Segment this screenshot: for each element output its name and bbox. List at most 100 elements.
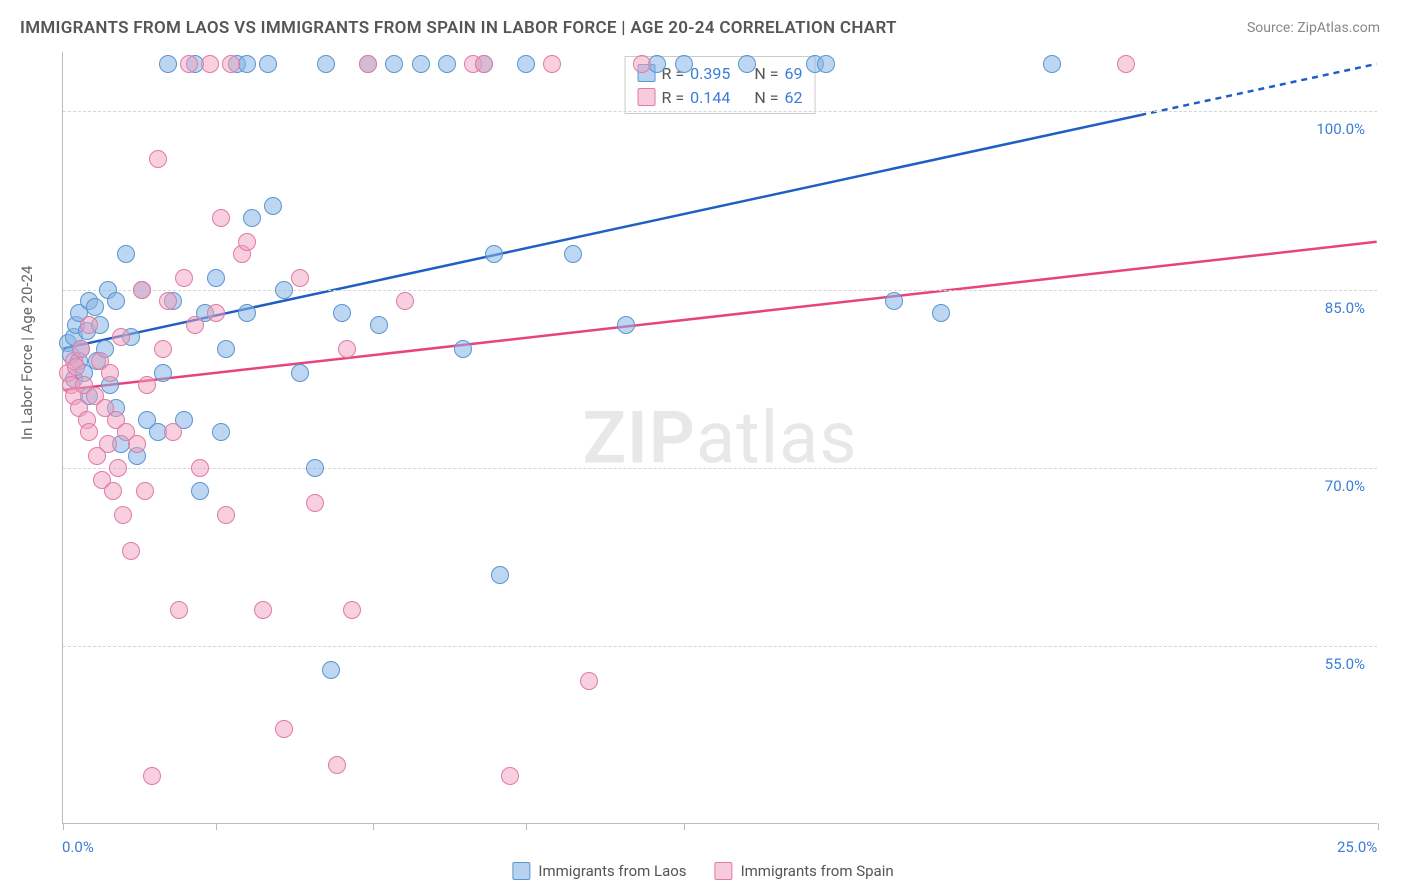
data-point-spain	[122, 542, 140, 560]
data-point-laos	[648, 55, 666, 73]
data-point-laos	[738, 55, 756, 73]
data-point-laos	[817, 55, 835, 73]
data-point-spain	[201, 55, 219, 73]
data-point-spain	[633, 55, 651, 73]
data-point-laos	[385, 55, 403, 73]
data-point-laos	[412, 55, 430, 73]
data-point-spain	[1117, 55, 1135, 73]
data-point-spain	[143, 767, 161, 785]
data-point-laos	[86, 298, 104, 316]
data-point-laos	[322, 661, 340, 679]
data-point-spain	[67, 358, 85, 376]
data-point-laos	[675, 55, 693, 73]
y-tick-label: 100.0%	[1316, 120, 1365, 138]
data-point-laos	[238, 304, 256, 322]
legend-n-label: N =	[754, 88, 778, 107]
data-point-spain	[72, 340, 90, 358]
x-tick	[373, 823, 374, 830]
data-point-laos	[454, 340, 472, 358]
legend-row-spain: R = 0.144 N = 62	[638, 85, 803, 109]
data-point-laos	[159, 55, 177, 73]
data-point-laos	[207, 269, 225, 287]
x-tick	[63, 823, 64, 830]
data-point-spain	[101, 364, 119, 382]
data-point-spain	[128, 435, 146, 453]
data-point-spain	[343, 601, 361, 619]
series-legend: Immigrants from Laos Immigrants from Spa…	[512, 862, 893, 880]
data-point-laos	[107, 292, 125, 310]
data-point-spain	[217, 506, 235, 524]
legend-r-value: 0.144	[690, 88, 730, 107]
data-point-spain	[164, 423, 182, 441]
data-point-laos	[243, 209, 261, 227]
legend-r-label: R =	[662, 88, 685, 107]
x-tick	[526, 823, 527, 830]
data-point-laos	[438, 55, 456, 73]
data-point-spain	[275, 720, 293, 738]
gridline	[63, 646, 1377, 647]
data-point-spain	[328, 756, 346, 774]
data-point-spain	[238, 233, 256, 251]
data-point-spain	[114, 506, 132, 524]
data-point-laos	[485, 245, 503, 263]
data-point-spain	[191, 459, 209, 477]
legend-label: Immigrants from Laos	[538, 862, 686, 880]
data-point-laos	[306, 459, 324, 477]
legend-label: Immigrants from Spain	[741, 862, 894, 880]
data-point-spain	[133, 281, 151, 299]
data-point-spain	[99, 435, 117, 453]
data-point-laos	[1043, 55, 1061, 73]
data-point-spain	[543, 55, 561, 73]
legend-n-label: N =	[754, 64, 778, 83]
y-tick-label: 70.0%	[1325, 477, 1365, 495]
gridline	[63, 468, 1377, 469]
trend-line-laos	[63, 115, 1140, 348]
data-point-laos	[212, 423, 230, 441]
data-point-spain	[306, 494, 324, 512]
data-point-laos	[885, 292, 903, 310]
chart-title: IMMIGRANTS FROM LAOS VS IMMIGRANTS FROM …	[20, 18, 897, 38]
data-point-laos	[238, 55, 256, 73]
x-tick	[684, 823, 685, 830]
source-attribution: Source: ZipAtlas.com	[1247, 20, 1380, 36]
data-point-spain	[112, 328, 130, 346]
data-point-spain	[338, 340, 356, 358]
data-point-laos	[291, 364, 309, 382]
y-tick-label: 55.0%	[1325, 655, 1365, 673]
trend-line-dashed	[1140, 64, 1376, 115]
data-point-spain	[170, 601, 188, 619]
data-point-spain	[80, 316, 98, 334]
legend-swatch-pink	[715, 862, 733, 880]
x-tick	[1378, 823, 1379, 830]
gridline	[63, 290, 1377, 291]
legend-swatch-pink	[638, 88, 656, 106]
data-point-spain	[180, 55, 198, 73]
data-point-spain	[580, 672, 598, 690]
data-point-laos	[191, 482, 209, 500]
data-point-spain	[475, 55, 493, 73]
legend-item-spain: Immigrants from Spain	[715, 862, 894, 880]
trend-lines-layer	[63, 52, 1377, 823]
data-point-laos	[259, 55, 277, 73]
legend-n-value: 69	[784, 64, 802, 83]
data-point-spain	[149, 150, 167, 168]
data-point-laos	[491, 566, 509, 584]
data-point-laos	[617, 316, 635, 334]
data-point-spain	[186, 316, 204, 334]
data-point-laos	[370, 316, 388, 334]
data-point-laos	[275, 281, 293, 299]
data-point-laos	[932, 304, 950, 322]
y-tick-label: 85.0%	[1325, 299, 1365, 317]
data-point-spain	[109, 459, 127, 477]
legend-r-value: 0.395	[690, 64, 730, 83]
data-point-spain	[136, 482, 154, 500]
data-point-spain	[222, 55, 240, 73]
data-point-laos	[154, 364, 172, 382]
y-axis-label: In Labor Force | Age 20-24	[18, 266, 36, 440]
data-point-spain	[207, 304, 225, 322]
data-point-spain	[154, 340, 172, 358]
data-point-laos	[264, 197, 282, 215]
data-point-spain	[175, 269, 193, 287]
data-point-laos	[117, 245, 135, 263]
data-point-spain	[80, 423, 98, 441]
